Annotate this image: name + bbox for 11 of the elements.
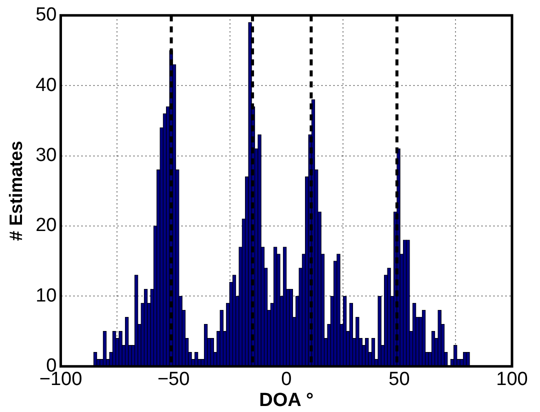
y-tick-label: 40: [36, 74, 57, 96]
x-tick-label: 100: [496, 369, 528, 390]
y-tick-label: 50: [36, 4, 57, 26]
y-tick-label: 30: [36, 145, 57, 166]
x-tick-label: 0: [281, 369, 292, 390]
y-tick-label: 20: [36, 215, 57, 236]
y-axis-title: # Estimates: [6, 140, 26, 241]
x-axis-title: DOA °: [259, 390, 314, 411]
y-tick-label: 10: [36, 285, 57, 306]
x-tick-label: −50: [157, 369, 190, 390]
x-tick-label: 50: [388, 369, 410, 390]
